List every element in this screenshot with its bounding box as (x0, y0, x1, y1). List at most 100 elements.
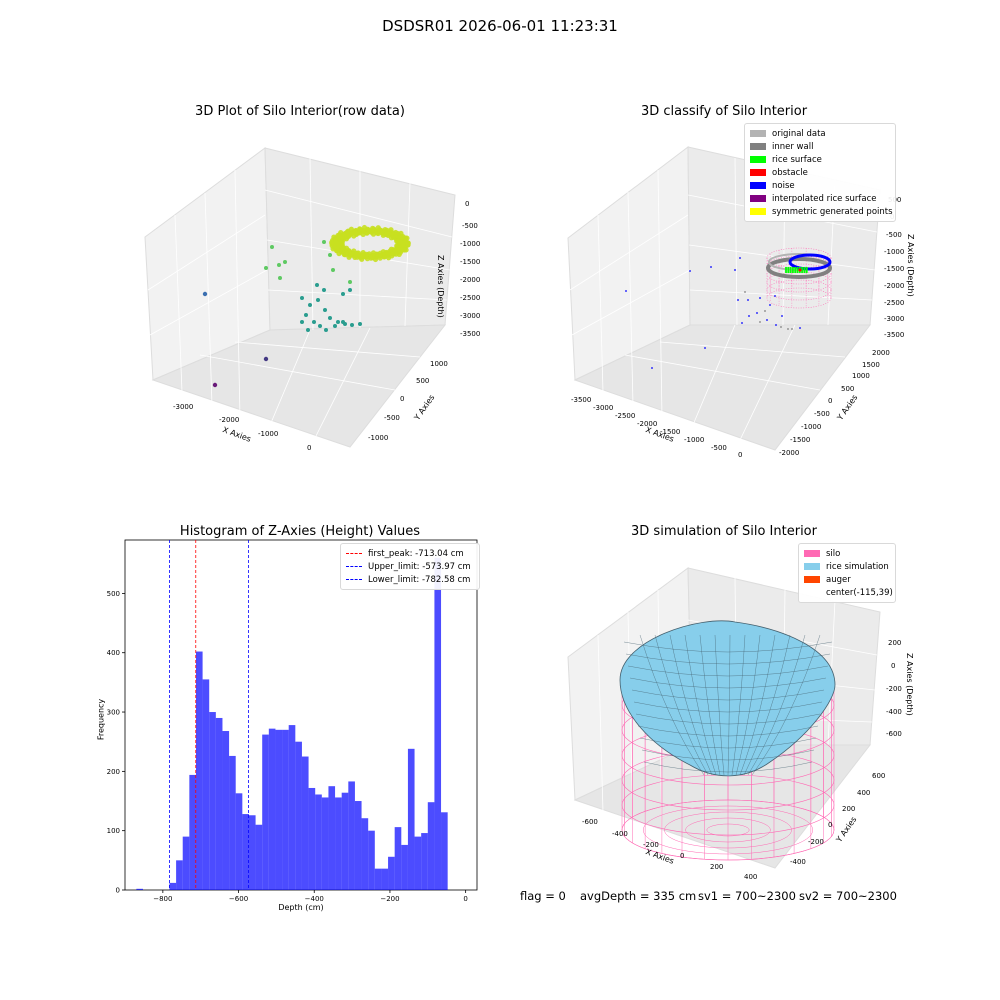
histogram-bar (222, 731, 230, 890)
histogram-bar (189, 774, 196, 890)
cls-ytick-2: -1500 (790, 436, 811, 444)
cls-xtick-7: -500 (711, 444, 727, 452)
histogram-bar (341, 792, 349, 890)
sim-ytick-3: 0 (828, 821, 833, 829)
legend-auger: auger (804, 573, 890, 586)
sim-ztick-1: 200 (888, 639, 902, 647)
cls-ztick-9: -3500 (884, 331, 905, 339)
sim-xtick-3: -200 (643, 841, 659, 849)
y-tick-label: 0 (116, 887, 120, 895)
footer-sv1: sv1 = 700~2300 (698, 889, 796, 903)
histogram-bar (328, 786, 336, 890)
cls-ztick-7: -2500 (884, 299, 905, 307)
legend-symmetric-generated-points: symmetric generated points (750, 205, 893, 218)
swatch (750, 130, 766, 137)
legend-original-data: original data (750, 127, 890, 140)
cls-ytick-9: 2000 (872, 349, 890, 357)
cls-ytick-7: 1000 (852, 372, 870, 380)
histogram-bar (288, 725, 296, 890)
simulation-plot-title: 3D simulation of Silo Interior (631, 524, 817, 539)
swatch (804, 563, 820, 570)
raw-ztick-1: 0 (465, 200, 470, 208)
histogram-bar (381, 868, 389, 890)
legend-inner-wall: inner wall (750, 140, 890, 153)
x-tick-label: 0 (463, 895, 467, 903)
histogram-bar (282, 729, 289, 890)
raw-ztick-6: -2500 (460, 294, 481, 302)
footer-sv2: sv2 = 700~2300 (799, 889, 897, 903)
histogram-bar (169, 882, 177, 890)
sim-ztick-3: -200 (886, 685, 902, 693)
histogram-bar (202, 679, 210, 890)
raw-ztick-8: -3500 (460, 330, 481, 338)
x-tick-label: −200 (380, 895, 399, 903)
raw-ztick-4: -1500 (460, 258, 481, 266)
raw-ytick-3: 0 (400, 395, 405, 403)
histogram-y-axis-label: Frequency (96, 698, 106, 741)
cls-xtick-1: -3500 (571, 396, 592, 404)
histogram-bar (229, 755, 236, 890)
x-tick-label: −600 (229, 895, 248, 903)
sim-z-axis-label: Z Axies (Depth) (905, 653, 914, 716)
cls-ztick-5: -1500 (884, 265, 905, 273)
raw-ztick-2: -500 (462, 222, 478, 230)
sim-xtick-5: 200 (710, 863, 724, 871)
swatch (804, 550, 820, 557)
histogram-bar (182, 836, 190, 890)
legend-obstacle: obstacle (750, 166, 890, 179)
histogram-bars (136, 557, 448, 890)
x-tick-label: −400 (305, 895, 324, 903)
cls-xtick-6: -1000 (684, 436, 705, 444)
cls-ytick-4: -500 (814, 410, 830, 418)
histogram-bar (335, 797, 342, 890)
legend-noise: noise (750, 179, 890, 192)
raw-ztick-3: -1000 (460, 240, 481, 248)
histogram-bar (255, 824, 263, 890)
sim-ztick-2: 0 (891, 662, 896, 670)
histogram-bar (301, 756, 309, 890)
histogram-bar (209, 712, 216, 890)
legend-rice-simulation: rice simulation (804, 560, 890, 573)
raw-plot-title: 3D Plot of Silo Interior(row data) (195, 104, 405, 119)
histogram-bar (394, 827, 402, 890)
histogram-bar (421, 833, 428, 890)
cls-ztick-4: -1000 (884, 248, 905, 256)
histogram-bar (248, 815, 256, 890)
classify-plot-title: 3D classify of Silo Interior (640, 104, 808, 119)
cls-ztick-8: -3000 (884, 315, 905, 323)
legend-first-peak: first_peak: -713.04 cm (346, 547, 474, 560)
histogram-bar (215, 717, 223, 890)
histogram-bar (374, 868, 382, 890)
legend-upper-limit: Upper_limit: -573.97 cm (346, 560, 474, 573)
histogram-bar (434, 557, 442, 890)
histogram-bar (308, 787, 316, 890)
figure-title: DSDSR01 2026-06-01 11:23:31 (382, 17, 618, 35)
cls-ytick-1: -2000 (779, 449, 800, 457)
y-tick-label: 100 (107, 827, 120, 835)
footer-avg-depth: avgDepth = 335 cm (580, 889, 697, 903)
raw-xtick-3: -1000 (258, 430, 279, 438)
legend-interpolated-rice-surface: interpolated rice surface (750, 192, 890, 205)
raw-ytick-5: 1000 (430, 360, 448, 368)
histogram-bar (262, 734, 269, 890)
cls-xtick-4: -2000 (637, 420, 658, 428)
legend-silo: silo (804, 547, 890, 560)
sim-ytick-5: 400 (857, 789, 871, 797)
sim-ytick-1: -400 (790, 858, 806, 866)
swatch (750, 208, 766, 215)
sim-ztick-5: -600 (886, 730, 902, 738)
footer-flag: flag = 0 (520, 889, 566, 903)
histogram-reference-lines (169, 540, 249, 890)
raw-ytick-2: -500 (384, 414, 400, 422)
cls-ztick-6: -2000 (884, 282, 905, 290)
sim-ztick-4: -400 (886, 708, 902, 716)
legend-lower-limit: Lower_limit: -782.58 cm (346, 573, 474, 586)
classify-legend: original data inner wall rice surface ob… (744, 123, 896, 222)
histogram-bar (176, 860, 183, 890)
cls-xtick-3: -2500 (615, 412, 636, 420)
histogram-bar (427, 802, 435, 890)
line-swatch (346, 566, 362, 567)
histogram-x-axis-label: Depth (cm) (278, 903, 324, 912)
raw-ytick-4: 500 (416, 377, 430, 385)
